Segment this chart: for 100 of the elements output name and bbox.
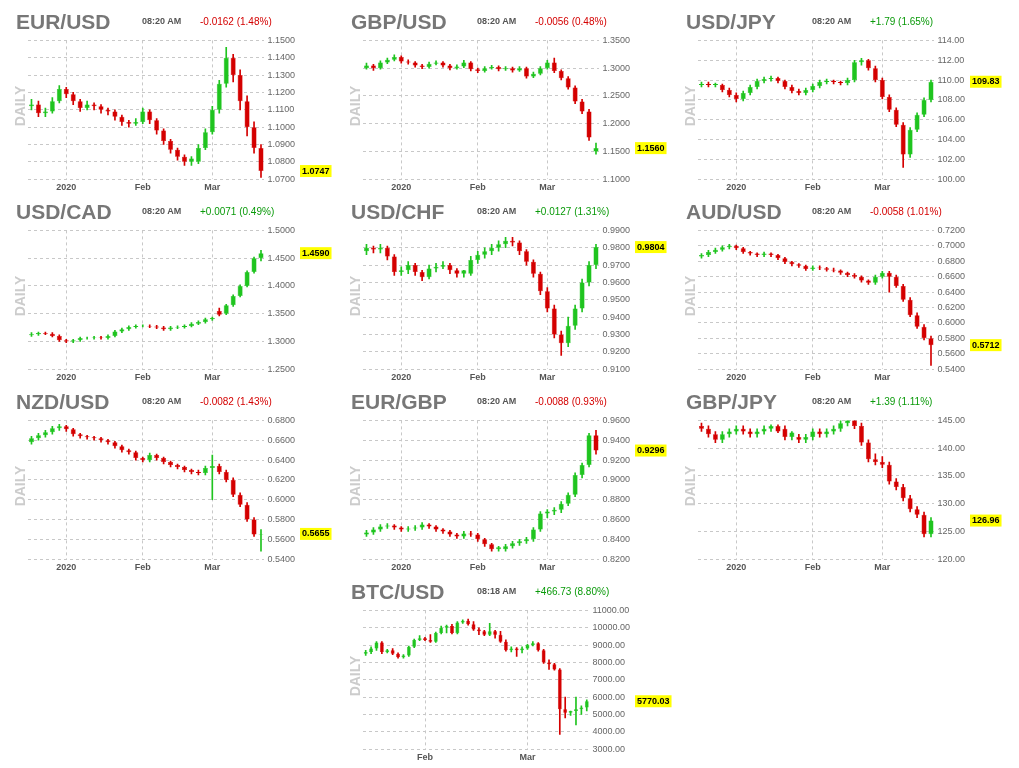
y-tick-label: 9000.00 bbox=[592, 639, 626, 650]
y-tick-label: 7000.00 bbox=[592, 674, 626, 685]
y-tick-label: 1.1100 bbox=[267, 104, 295, 115]
text: 0.5655 bbox=[302, 528, 330, 539]
chart-subtitle: 08:20 AM bbox=[477, 396, 517, 406]
text: -0.0162 (1.48%) bbox=[200, 16, 272, 27]
y-tick-label: 102.00 bbox=[937, 153, 965, 164]
y-tick-label: 0.9400 bbox=[602, 434, 630, 445]
y-tick-label: 1.2500 bbox=[267, 363, 295, 374]
y-tick-label: 1.0900 bbox=[267, 138, 295, 149]
y-tick-label: 0.5800 bbox=[267, 514, 295, 525]
x-tick-label: Mar bbox=[539, 562, 556, 573]
y-tick-label: 114.00 bbox=[937, 34, 965, 45]
y-tick-label: 1.3000 bbox=[267, 335, 295, 346]
text: +1.39 (1.11%) bbox=[870, 396, 933, 407]
y-tick-label: 1.1300 bbox=[267, 69, 295, 80]
y-tick-label: 1.3000 bbox=[602, 62, 630, 73]
y-tick-label: 1.4500 bbox=[267, 252, 295, 263]
y-tick-label: 0.9800 bbox=[602, 242, 630, 253]
y-tick-label: 0.6200 bbox=[937, 302, 965, 312]
y-tick-label: 1.3500 bbox=[602, 34, 630, 45]
x-tick-label: Feb bbox=[804, 562, 822, 573]
x-tick-label: 2020 bbox=[391, 562, 412, 573]
text: 0.9296 bbox=[637, 445, 665, 456]
y-tick-label: 112.00 bbox=[937, 54, 965, 65]
y-tick-label: 125.00 bbox=[937, 525, 965, 536]
x-tick-label: Mar bbox=[874, 372, 891, 383]
x-tick-label: 2020 bbox=[726, 182, 747, 193]
y-tick-label: 1.1200 bbox=[267, 86, 295, 97]
y-tick-label: 0.9100 bbox=[602, 363, 630, 374]
y-tick-label: 1.4000 bbox=[267, 280, 295, 291]
y-tick-label: 0.9400 bbox=[602, 311, 630, 322]
y-tick-label: 0.5600 bbox=[937, 348, 965, 359]
chart-subtitle: 08:18 AM bbox=[477, 586, 517, 596]
y-tick-label: 0.5800 bbox=[937, 332, 965, 343]
text: 1.0747 bbox=[302, 165, 330, 176]
x-tick-label: Feb bbox=[469, 372, 487, 383]
chart-subtitle: 08:20 AM bbox=[477, 206, 517, 216]
chart-title: USD/JPY bbox=[686, 10, 776, 34]
chart-subtitle: 08:20 AM bbox=[142, 396, 182, 406]
y-tick-label: 140.00 bbox=[937, 442, 965, 453]
y-tick-label: 5000.00 bbox=[592, 708, 626, 719]
y-tick-label: 1.2000 bbox=[602, 118, 630, 129]
y-tick-label: 0.6400 bbox=[267, 454, 295, 465]
y-tick-label: 0.9600 bbox=[602, 414, 630, 425]
y-tick-label: 130.00 bbox=[937, 498, 965, 509]
y-tick-label: 1.3500 bbox=[267, 308, 295, 319]
x-tick-label: 2020 bbox=[56, 562, 77, 573]
x-tick-label: Feb bbox=[804, 182, 822, 193]
y-tick-label: 100.00 bbox=[937, 173, 965, 184]
y-tick-label: 0.6600 bbox=[267, 434, 295, 445]
y-tick-label: 0.8400 bbox=[602, 533, 630, 544]
text: -0.0056 (0.48%) bbox=[535, 16, 607, 27]
text: 5770.03 bbox=[637, 695, 670, 706]
text: 0.5712 bbox=[972, 339, 1000, 350]
text: +466.73 (8.80%) bbox=[535, 586, 610, 597]
y-tick-label: 0.7200 bbox=[937, 224, 965, 235]
y-tick-label: 1.1000 bbox=[602, 173, 630, 184]
x-tick-label: Mar bbox=[539, 372, 556, 383]
y-tick-label: 1.2500 bbox=[602, 90, 630, 101]
x-tick-label: 2020 bbox=[56, 182, 77, 193]
y-tick-label: 0.9200 bbox=[602, 454, 630, 465]
chart-title: EUR/GBP bbox=[351, 390, 447, 414]
y-tick-label: 0.9700 bbox=[602, 259, 630, 270]
chart-title: USD/CAD bbox=[16, 200, 112, 224]
x-tick-label: 2020 bbox=[726, 372, 747, 383]
text: -0.0082 (1.43%) bbox=[200, 396, 272, 407]
chart-title: GBP/JPY bbox=[686, 390, 778, 414]
y-tick-label: 0.9300 bbox=[602, 328, 630, 339]
y-tick-label: 106.00 bbox=[937, 114, 965, 125]
text: +1.79 (1.65%) bbox=[870, 16, 934, 27]
y-tick-label: 110.00 bbox=[937, 74, 965, 85]
chart-title: BTC/USD bbox=[351, 580, 445, 604]
y-tick-label: 104.00 bbox=[937, 134, 965, 145]
x-tick-label: Feb bbox=[469, 182, 487, 193]
chart-title: USD/CHF bbox=[351, 200, 445, 224]
y-tick-label: 1.0800 bbox=[267, 156, 295, 167]
y-tick-label: 1.0700 bbox=[267, 173, 295, 184]
x-tick-label: Mar bbox=[519, 752, 536, 763]
chart-subtitle: 08:20 AM bbox=[812, 396, 852, 406]
y-tick-label: 0.9200 bbox=[602, 346, 630, 357]
y-tick-label: 1.1500 bbox=[602, 145, 630, 156]
y-tick-label: 0.8200 bbox=[602, 553, 630, 564]
y-tick-label: 0.6200 bbox=[267, 474, 295, 485]
y-tick-label: 0.8600 bbox=[602, 514, 630, 525]
y-tick-label: 108.00 bbox=[937, 94, 965, 105]
text: -0.0088 (0.93%) bbox=[535, 396, 607, 407]
y-tick-label: 1.5000 bbox=[267, 224, 295, 235]
y-tick-label: 0.9500 bbox=[602, 294, 630, 305]
text: +0.0071 (0.49%) bbox=[200, 206, 275, 217]
x-tick-label: Mar bbox=[874, 562, 891, 573]
x-tick-label: 2020 bbox=[391, 182, 412, 193]
text: -0.0058 (1.01%) bbox=[870, 206, 942, 217]
text: 1.4590 bbox=[302, 247, 330, 258]
x-tick-label: Feb bbox=[804, 372, 822, 383]
chart-title: NZD/USD bbox=[16, 390, 110, 414]
y-tick-label: 0.9900 bbox=[602, 224, 630, 235]
y-tick-label: 1.1400 bbox=[267, 52, 295, 63]
y-tick-label: 6000.00 bbox=[592, 691, 626, 702]
chart-title: EUR/USD bbox=[16, 10, 111, 34]
